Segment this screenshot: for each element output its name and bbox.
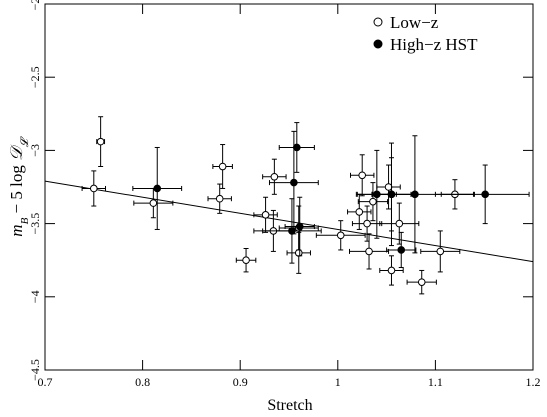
point — [417, 278, 426, 286]
point — [358, 171, 367, 180]
legend-marker — [373, 39, 383, 49]
y-tick-label: −3.5 — [28, 213, 42, 235]
point — [149, 199, 158, 207]
point — [288, 227, 296, 235]
point — [90, 184, 98, 193]
point — [397, 246, 406, 254]
point — [336, 231, 345, 240]
point — [261, 211, 270, 219]
x-tick-label: 0.8 — [135, 375, 150, 389]
y-tick-label: −3 — [28, 144, 42, 157]
point — [295, 222, 304, 231]
y-axis-label-part: 𝒟 — [7, 144, 26, 161]
point — [365, 247, 373, 256]
x-axis-label: Stretch — [267, 397, 312, 414]
x-tick-label: 0.9 — [233, 375, 248, 389]
legend-label: Low−z — [390, 13, 439, 32]
x-tick-label: 0.7 — [38, 375, 53, 389]
y-tick-label: −2 — [28, 0, 42, 10]
y-tick-label: −4 — [28, 290, 42, 303]
y-tick-label: −4.5 — [28, 359, 42, 381]
point — [481, 190, 489, 199]
y-axis-label-part: − 5 log — [7, 161, 26, 218]
point — [96, 137, 105, 146]
legend-marker — [373, 17, 383, 27]
plot-frame — [44, 3, 534, 371]
point — [290, 178, 298, 187]
point — [436, 247, 445, 256]
point — [395, 219, 404, 228]
point — [242, 256, 250, 265]
x-tick-label: 1.2 — [526, 375, 541, 389]
point — [363, 219, 371, 228]
point — [369, 197, 377, 206]
y-axis-label-part: m — [7, 224, 26, 236]
fit-line — [44, 180, 534, 263]
point — [411, 190, 419, 199]
y-axis-label: mB − 5 log 𝒟𝓛 — [7, 136, 31, 236]
point — [355, 208, 364, 216]
point — [293, 143, 301, 152]
y-axis-label-part: 𝓛 — [19, 136, 31, 147]
point — [270, 172, 279, 181]
point — [294, 249, 303, 257]
legend-label: High−z HST — [390, 35, 478, 54]
point — [153, 184, 162, 193]
point — [215, 194, 224, 203]
y-axis-label-part: B — [19, 217, 31, 224]
x-tick-label: 1.1 — [428, 375, 443, 389]
point — [384, 183, 393, 191]
x-tick-label: 1 — [335, 375, 341, 389]
point — [218, 162, 227, 171]
point — [387, 266, 396, 275]
y-tick-label: −2.5 — [28, 66, 42, 88]
